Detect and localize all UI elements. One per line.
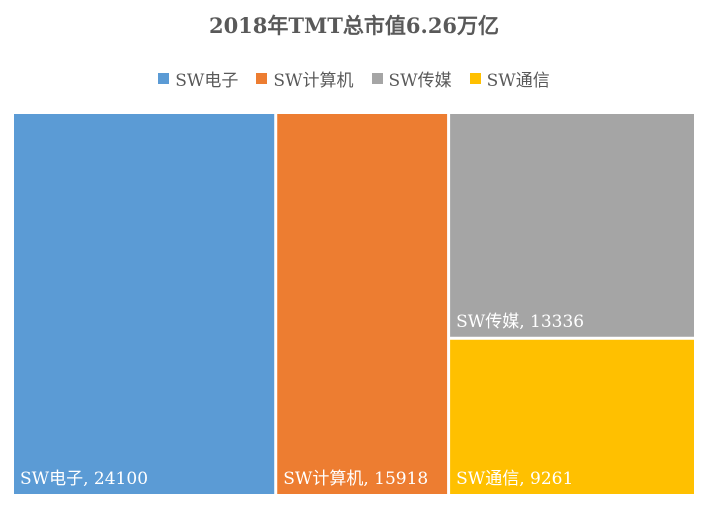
legend-label-electronics: SW电子 xyxy=(175,71,239,91)
legend-item-computer: SW计算机 xyxy=(256,66,354,91)
treemap-plot: SW电子, 24100 SW计算机, 15918 SW传媒, 13336 SW通信, … xyxy=(14,114,694,494)
legend-item-media: SW传媒 xyxy=(371,66,452,91)
legend-item-electronics: SW电子 xyxy=(158,66,238,91)
treemap-cell-media xyxy=(450,114,694,337)
legend-label-telecom: SW通信 xyxy=(486,71,550,91)
legend-swatch-telecom xyxy=(469,73,481,84)
legend-swatch-computer xyxy=(256,73,268,84)
data-label-telecom: SW通信, 9261 xyxy=(456,469,573,489)
legend-label-media: SW传媒 xyxy=(388,71,452,91)
data-label-electronics: SW电子, 24100 xyxy=(20,469,148,489)
treemap-cell-computer xyxy=(277,114,448,494)
legend-label-computer: SW计算机 xyxy=(273,71,354,91)
legend-swatch-electronics xyxy=(158,73,170,84)
legend: SW电子 SW计算机 SW传媒 SW通信 xyxy=(0,66,708,91)
treemap-cell-electronics xyxy=(14,114,275,494)
legend-swatch-media xyxy=(371,73,383,84)
data-label-media: SW传媒, 13336 xyxy=(456,312,584,332)
treemap-cell-telecom xyxy=(450,339,694,494)
legend-item-telecom: SW通信 xyxy=(469,66,550,91)
chart-title: 2018年TMT总市值6.26万亿 xyxy=(208,13,500,38)
data-label-computer: SW计算机, 15918 xyxy=(283,469,428,489)
